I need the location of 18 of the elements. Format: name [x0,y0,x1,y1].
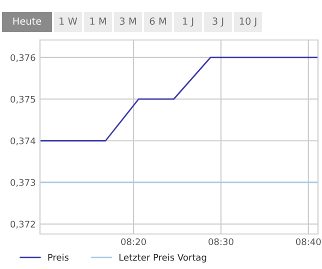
text: 1 W [60,18,78,25]
x-tick-label: 08:40 [296,238,321,246]
text: 3 J [212,17,224,27]
x-tick-label: 08:30 [208,238,234,246]
text: 1 J [182,18,194,27]
legend-label: Preis [48,254,69,261]
text: Heute [13,18,42,25]
text: 1 M [90,18,106,25]
y-tick-label: 0,374 [10,137,36,146]
text: 6 M [150,17,166,25]
text: 10 J [240,17,256,27]
y-tick-label: 0,373 [10,179,36,187]
legend-label: Letzter Preis Vortag [120,254,206,262]
y-tick-label: 0,376 [10,54,36,62]
y-tick-label: 0,375 [10,96,36,104]
x-tick-label: 08:20 [121,238,146,246]
y-tick-label: 0,372 [10,220,35,228]
text: 3 M [120,17,136,25]
